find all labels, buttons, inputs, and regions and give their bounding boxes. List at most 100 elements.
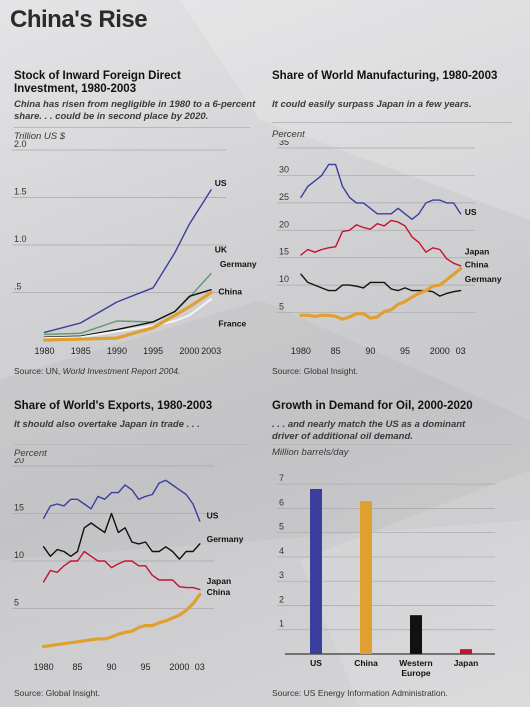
- exports-xtick-label: 95: [140, 662, 150, 672]
- oil-subtitle-line2: driver of additional oil demand.: [272, 431, 413, 442]
- exports-series-label-china: China: [207, 587, 231, 597]
- manufacturing-series-label-japan: Japan: [465, 246, 490, 256]
- oil-bar-western-europe: [410, 615, 422, 654]
- fdi-series-label-china: China: [218, 286, 242, 296]
- manufacturing-title: Share of World Manufacturing, 1980-2003: [272, 70, 498, 82]
- oil-category-label-us: US: [310, 658, 322, 668]
- manufacturing-xtick-label: 90: [365, 346, 375, 356]
- fdi-source-prefix: Source: UN,: [14, 366, 63, 376]
- exports-series-label-germany: Germany: [207, 534, 244, 544]
- manufacturing-ytick-label: 20: [279, 219, 289, 229]
- oil-ytick-label: 6: [279, 497, 284, 507]
- fdi-chart: .5 1.0 1.5 2.0 1980 1985 1990 1995 2000 2003 US UK G…: [12, 140, 257, 356]
- fdi-series-china: [42, 290, 213, 342]
- exports-unit: Percent: [14, 448, 47, 459]
- manufacturing-xtick-label: 95: [400, 346, 410, 356]
- exports-ytick-label: 5: [14, 598, 19, 608]
- manufacturing-xtick-label: 85: [331, 346, 341, 356]
- oil-ytick-label: 5: [279, 522, 284, 532]
- fdi-source: Source: UN, World Investment Report 2004…: [14, 366, 180, 376]
- manufacturing-ytick-label: 30: [279, 164, 289, 174]
- fdi-title-line2: Investment, 1980-2003: [14, 83, 137, 95]
- fdi-title: Stock of Inward Foreign Direct Investmen…: [14, 70, 181, 96]
- fdi-series-france: [43, 298, 213, 340]
- exports-xtick-label: 85: [73, 662, 83, 672]
- fdi-subtitle-line2: share. . . could be in second place by 2…: [14, 111, 209, 122]
- fdi-series-label-france: France: [218, 319, 246, 329]
- exports-series-china: [41, 592, 202, 649]
- fdi-series-label-uk: UK: [215, 245, 228, 255]
- exports-series-japan: [42, 550, 201, 591]
- exports-xtick-label: 2000: [169, 662, 189, 672]
- fdi-source-italic: World Investment Report 2004.: [62, 366, 181, 376]
- exports-ytick-label: 20: [14, 458, 24, 465]
- exports-subtitle: It should also overtake Japan in trade .…: [14, 419, 200, 430]
- fdi-xtick-label: 1995: [143, 346, 163, 356]
- exports-ytick-label: 10: [14, 550, 24, 560]
- fdi-xtick-label: 2000: [179, 346, 199, 356]
- manufacturing-unit: Percent: [272, 129, 305, 140]
- exports-ytick-label: 15: [14, 503, 24, 513]
- manufacturing-xtick-label: 2000: [430, 346, 450, 356]
- oil-category-label-western: Western: [399, 658, 432, 668]
- oil-ytick-label: 7: [279, 473, 284, 483]
- fdi-subtitle: China has risen from negligible in 1980 …: [14, 99, 255, 123]
- manufacturing-subtitle: It could easily surpass Japan in a few y…: [272, 99, 472, 110]
- exports-rule: [14, 444, 250, 445]
- oil-source: Source: US Energy Information Administra…: [272, 688, 448, 698]
- fdi-xtick-label: 1990: [107, 346, 127, 356]
- manufacturing-series-label-china: China: [465, 260, 489, 270]
- oil-ytick-label: 1: [279, 619, 284, 629]
- exports-xtick-label: 03: [195, 662, 205, 672]
- oil-subtitle-line1: . . . and nearly match the US as a domin…: [272, 419, 466, 430]
- manufacturing-series-germany: [300, 273, 462, 297]
- manufacturing-xtick-label: 03: [456, 346, 466, 356]
- manufacturing-series-label-us: US: [465, 207, 477, 217]
- manufacturing-rule: [272, 122, 512, 123]
- fdi-series-label-us: US: [215, 178, 227, 188]
- oil-ytick-label: 2: [279, 594, 284, 604]
- fdi-ytick-label: 2.0: [14, 140, 27, 149]
- oil-ytick-label: 4: [279, 546, 284, 556]
- manufacturing-source: Source: Global Insight.: [272, 366, 358, 376]
- fdi-xtick-label: 2003: [201, 346, 221, 356]
- exports-series-label-japan: Japan: [207, 576, 232, 586]
- manufacturing-series-us: [300, 163, 462, 221]
- exports-chart: 5 10 15 20 1980 85 90 95 2000 03 US Germany JapanChi…: [12, 458, 244, 672]
- exports-xtick-label: 90: [107, 662, 117, 672]
- manufacturing-ytick-label: 25: [279, 192, 289, 202]
- fdi-ytick-label: 1.0: [14, 234, 27, 244]
- oil-bar-japan: [460, 649, 472, 654]
- oil-bar-us: [310, 488, 322, 654]
- exports-series-us: [42, 479, 201, 522]
- oil-unit: Million barrels/day: [272, 447, 349, 458]
- manufacturing-ytick-label: 35: [279, 140, 289, 147]
- oil-subtitle: . . . and nearly match the US as a domin…: [272, 419, 465, 443]
- oil-ytick-label: 3: [279, 570, 284, 580]
- oil-category-label-japan: Japan: [454, 658, 479, 668]
- manufacturing-series-japan: [300, 219, 462, 267]
- manufacturing-series-china: [299, 267, 463, 321]
- exports-source: Source: Global Insight.: [14, 688, 100, 698]
- manufacturing-series-label-germany: Germany: [465, 274, 502, 284]
- oil-category-label-china: China: [354, 658, 378, 668]
- exports-series-label-us: US: [207, 510, 219, 520]
- fdi-title-line1: Stock of Inward Foreign Direct: [14, 70, 181, 82]
- fdi-ytick-label: .5: [14, 282, 22, 292]
- fdi-subtitle-line1: China has risen from negligible in 1980 …: [14, 99, 256, 110]
- fdi-xtick-label: 1980: [34, 346, 54, 356]
- manufacturing-ytick-label: 5: [279, 302, 284, 312]
- fdi-unit: Trillion US $: [14, 131, 66, 142]
- oil-bar-china: [360, 501, 372, 654]
- fdi-xtick-label: 1985: [71, 346, 91, 356]
- manufacturing-chart: 5 10 15 20 25 30 35 1980 85 90 95 2000 03 US Japan Chin…: [277, 140, 502, 356]
- oil-category-label-europe: Europe: [401, 668, 431, 678]
- manufacturing-xtick-label: 1980: [291, 346, 311, 356]
- exports-title: Share of World's Exports, 1980-2003: [14, 400, 213, 412]
- oil-title: Growth in Demand for Oil, 2000-2020: [272, 400, 473, 412]
- manufacturing-ytick-label: 10: [279, 274, 289, 284]
- fdi-series-label-germany: Germany: [220, 259, 257, 269]
